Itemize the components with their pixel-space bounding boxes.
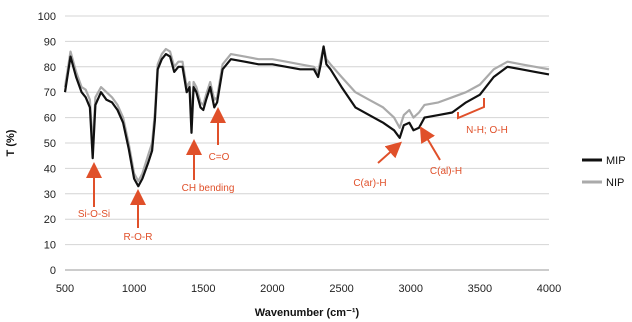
- legend: MIP NIP: [582, 155, 626, 189]
- y-tick-labels: 0 10 20 30 40 50 60 70 80 90 100: [38, 11, 56, 277]
- x-tick-label: 1000: [122, 283, 146, 295]
- y-tick-label: 40: [44, 163, 56, 175]
- label-c-o: C=O: [209, 152, 230, 163]
- x-tick-label: 2500: [329, 283, 353, 295]
- x-tick-labels: 500 1000 1500 2000 2500 3000 3500 4000: [56, 283, 561, 295]
- x-tick-label: 3000: [398, 283, 422, 295]
- x-tick-label: 4000: [537, 283, 561, 295]
- arrow-cal-h: [419, 126, 441, 161]
- y-tick-label: 60: [44, 113, 56, 125]
- bracket-n-h-o-h: [457, 98, 485, 120]
- label-ch-bending: CH bending: [182, 183, 235, 194]
- legend-label-nip: NIP: [606, 177, 624, 189]
- series-line-mip: [63, 45, 550, 188]
- y-tick-label: 0: [50, 265, 56, 277]
- label-n-h-o-h: N-H; O-H: [466, 125, 508, 136]
- x-tick-label: 1500: [191, 283, 215, 295]
- series-lines: [63, 45, 550, 188]
- label-si-o-si: Si-O-Si: [78, 209, 110, 220]
- annotation-labels: Si-O-Si R-O-R CH bending C=O C(ar)-H C(a…: [78, 125, 508, 243]
- y-tick-label: 30: [44, 189, 56, 201]
- x-tick-label: 2000: [260, 283, 284, 295]
- label-r-o-r: R-O-R: [124, 232, 153, 243]
- label-car-h: C(ar)-H: [353, 178, 386, 189]
- series-line-nip: [63, 45, 550, 183]
- annotation-arrows: [86, 98, 485, 228]
- x-tick-label: 500: [56, 283, 74, 295]
- y-tick-label: 10: [44, 240, 56, 252]
- y-tick-label: 100: [38, 11, 56, 23]
- y-axis-title: T (%): [5, 129, 17, 156]
- x-axis-title: Wavenumber (cm⁻¹): [255, 307, 360, 319]
- y-tick-label: 90: [44, 36, 56, 48]
- x-tick-label: 3500: [468, 283, 492, 295]
- y-tick-label: 70: [44, 87, 56, 99]
- y-tick-label: 80: [44, 62, 56, 74]
- y-tick-label: 50: [44, 138, 56, 150]
- legend-label-mip: MIP: [606, 155, 626, 167]
- label-cal-h: C(al)-H: [430, 166, 462, 177]
- y-tick-label: 20: [44, 214, 56, 226]
- arrow-car-h: [377, 141, 402, 164]
